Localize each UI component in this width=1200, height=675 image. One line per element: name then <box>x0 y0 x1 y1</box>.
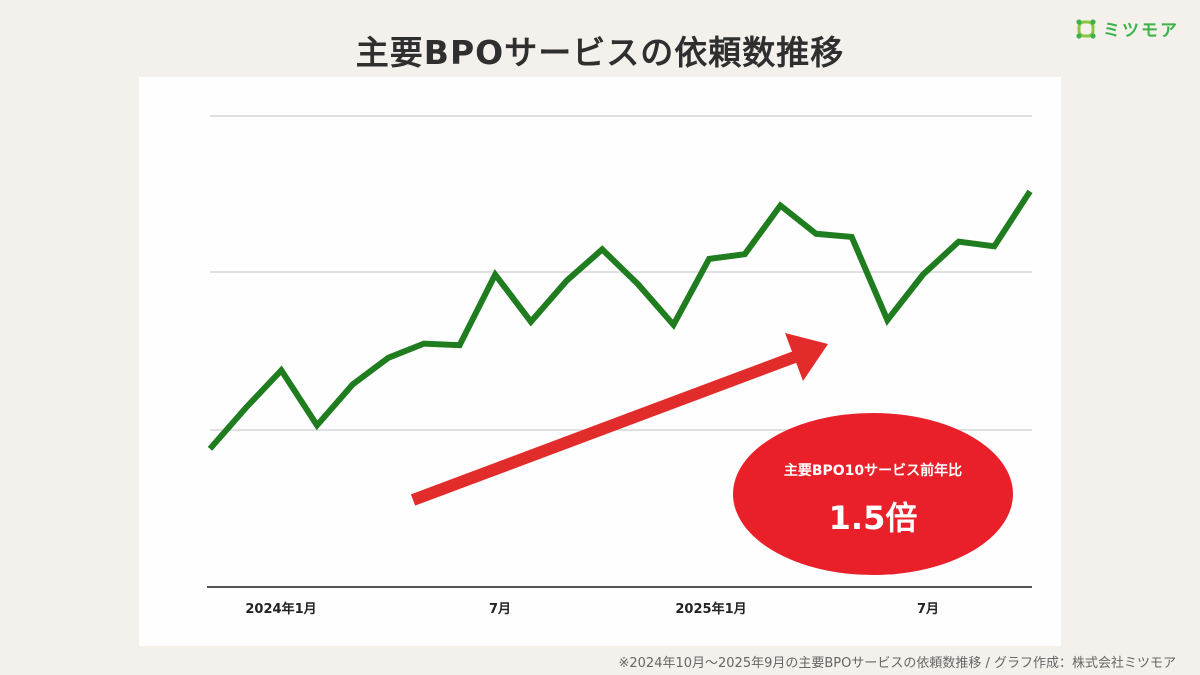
yoy-callout: 主要BPO10サービス前年比 1.5倍 <box>733 413 1013 575</box>
x-tick-label: 2025年1月 <box>675 602 747 617</box>
series-line <box>207 189 1033 451</box>
x-tick-label: 7月 <box>916 602 940 617</box>
x-tick-label: 2024年1月 <box>245 602 317 617</box>
gridlines <box>207 115 1032 588</box>
brand-logo: ミツモア <box>1075 16 1179 41</box>
callout-subtitle: 主要BPO10サービス前年比 <box>783 463 963 479</box>
chart-title: 主要BPOサービスの依頼数推移 <box>355 33 845 72</box>
callout-value: 1.5倍 <box>828 499 918 537</box>
logo-text: ミツモア <box>1103 21 1179 41</box>
footnote: ※2024年10月〜2025年9月の主要BPOサービスの依頼数推移 / グラフ作… <box>618 656 1176 671</box>
mitsumoa-logo-icon <box>1076 18 1096 39</box>
x-tick-label: 7月 <box>488 602 512 617</box>
trend-arrow-icon <box>410 333 828 506</box>
